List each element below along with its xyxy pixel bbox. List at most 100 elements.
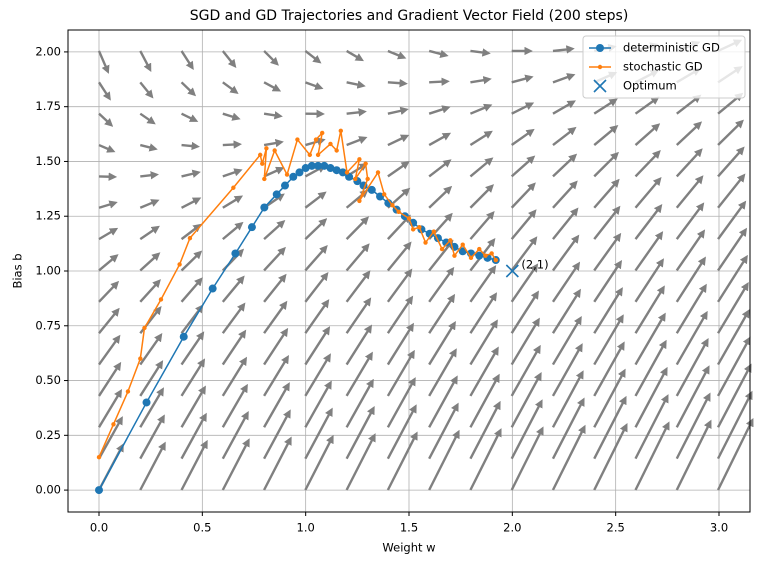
vector-arrow <box>223 281 241 302</box>
vector-arrow <box>470 434 498 490</box>
trajectory-point <box>159 297 163 301</box>
trajectory-point <box>432 229 436 233</box>
vector-arrow <box>636 209 659 239</box>
vector-arrow <box>264 143 277 145</box>
trajectory-point <box>111 422 115 426</box>
y-tick-label: 0.00 <box>35 483 61 497</box>
vector-arrow <box>429 136 445 145</box>
vector-arrow <box>140 51 148 66</box>
vector-arrow <box>388 274 408 302</box>
vector-arrow <box>718 124 739 145</box>
vector-arrow <box>140 230 154 240</box>
vector-arrow <box>594 102 612 114</box>
trajectory-point <box>353 177 357 181</box>
vector-arrow <box>140 393 160 427</box>
vector-arrow <box>388 110 402 113</box>
trajectory-point <box>264 146 268 150</box>
vector-arrow <box>223 144 235 145</box>
annotation: (2,1) <box>521 258 548 272</box>
vector-arrow <box>264 51 274 61</box>
vector-arrow <box>182 364 202 396</box>
vector-arrow <box>512 214 533 239</box>
trajectory-point <box>142 326 146 330</box>
trajectory-point <box>382 192 386 196</box>
y-tick-label: 0.25 <box>35 428 61 442</box>
vector-arrow <box>718 370 748 428</box>
vector-arrow <box>636 427 667 490</box>
vector-arrow <box>512 378 539 427</box>
trajectory-point <box>308 153 312 157</box>
vector-arrow <box>388 328 411 364</box>
vector-arrow <box>594 402 623 459</box>
vector-arrow <box>347 276 367 302</box>
trajectory-point <box>177 262 181 266</box>
trajectory-point <box>95 486 103 494</box>
vector-arrow <box>429 327 452 365</box>
vector-arrow <box>264 333 284 364</box>
vector-arrow <box>718 97 738 114</box>
vector-arrow <box>553 431 583 490</box>
vector-arrow <box>140 284 156 302</box>
vector-arrow <box>677 153 698 176</box>
vector-arrow <box>636 373 665 427</box>
trajectory-point <box>461 243 465 247</box>
x-tick-label: 1.5 <box>400 521 418 535</box>
vector-arrow <box>223 390 245 428</box>
vector-arrow <box>718 206 742 239</box>
vector-arrow <box>718 342 747 396</box>
trajectory-point <box>97 455 101 459</box>
vector-arrow <box>305 196 321 208</box>
y-tick-label: 1.25 <box>35 209 61 223</box>
vector-arrow <box>347 303 368 333</box>
vector-arrow <box>429 191 447 208</box>
vector-arrow <box>470 407 497 459</box>
y-tick-label: 1.00 <box>35 264 61 278</box>
trajectory-point <box>143 398 151 406</box>
trajectory-point <box>452 253 456 257</box>
legend-label: Optimum <box>623 79 677 93</box>
vector-arrow <box>470 271 492 302</box>
vector-arrow <box>677 180 699 207</box>
vector-arrow <box>677 126 697 145</box>
vector-arrow <box>182 51 191 64</box>
vector-arrow <box>223 362 244 395</box>
vector-arrow <box>594 184 615 208</box>
vector-arrow <box>636 182 658 208</box>
vector-arrow <box>305 441 330 490</box>
trajectory-point <box>417 225 421 229</box>
vector-arrow <box>264 82 275 88</box>
vector-arrow <box>470 189 489 208</box>
vector-arrow <box>305 250 323 270</box>
vector-arrow <box>718 233 743 270</box>
vector-arrow <box>594 347 621 396</box>
vector-arrow <box>470 80 485 82</box>
vector-arrow <box>182 282 199 301</box>
vector-arrow <box>677 99 696 114</box>
trajectory-point <box>483 253 487 257</box>
trajectory-point <box>258 153 262 157</box>
y-axis-label: Bias b <box>11 253 25 288</box>
vector-arrow <box>512 133 529 145</box>
vector-arrow <box>182 337 201 365</box>
y-tick-label: 0.75 <box>35 318 61 332</box>
vector-arrow <box>264 279 282 302</box>
vector-arrow <box>264 252 281 271</box>
vector-arrow <box>594 129 613 145</box>
trajectory-point <box>357 157 361 161</box>
trajectory-point <box>273 190 281 198</box>
trajectory-point <box>423 240 427 244</box>
vector-arrow <box>429 300 451 334</box>
vector-arrow <box>429 163 446 176</box>
trajectory-point <box>231 186 235 190</box>
trajectory-point <box>357 199 361 203</box>
vector-arrow <box>99 145 109 149</box>
vector-arrow <box>718 424 750 490</box>
vector-arrow <box>677 235 701 271</box>
vector-arrow <box>594 211 616 239</box>
vector-arrow <box>429 409 455 459</box>
trajectory-line <box>99 166 496 490</box>
vector-arrow <box>512 160 531 176</box>
vector-arrow <box>182 82 192 91</box>
x-tick-label: 2.5 <box>607 521 625 535</box>
